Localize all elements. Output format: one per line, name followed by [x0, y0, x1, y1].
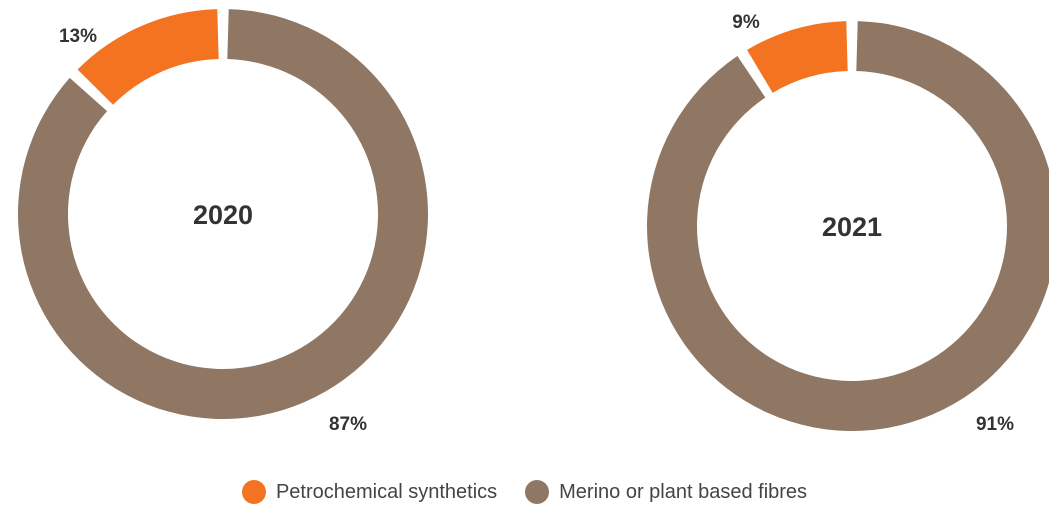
data-label-2020-petrochemical-synthetics: 13%: [59, 26, 97, 47]
center-label-2021: 2021: [822, 212, 882, 242]
slice-2020-petrochemical-synthetics: [77, 9, 219, 105]
legend: Petrochemical synthetics Merino or plant…: [0, 480, 1049, 504]
data-label-2021-merino-or-plant-based-fibres: 91%: [976, 414, 1014, 435]
legend-item-petrochemical: Petrochemical synthetics: [241, 480, 498, 504]
data-label-2020-merino-or-plant-based-fibres: 87%: [329, 414, 367, 435]
legend-item-merino: Merino or plant based fibres: [525, 480, 807, 504]
center-label-2020: 2020: [193, 200, 253, 230]
legend-swatch-merino: [525, 480, 550, 504]
legend-label-petrochemical: Petrochemical synthetics: [275, 480, 498, 503]
legend-swatch-petrochemical: [241, 480, 266, 504]
legend-label-merino: Merino or plant based fibres: [559, 480, 808, 503]
data-label-2021-petrochemical-synthetics: 9%: [732, 12, 760, 33]
slice-2021-petrochemical-synthetics: [747, 21, 848, 93]
